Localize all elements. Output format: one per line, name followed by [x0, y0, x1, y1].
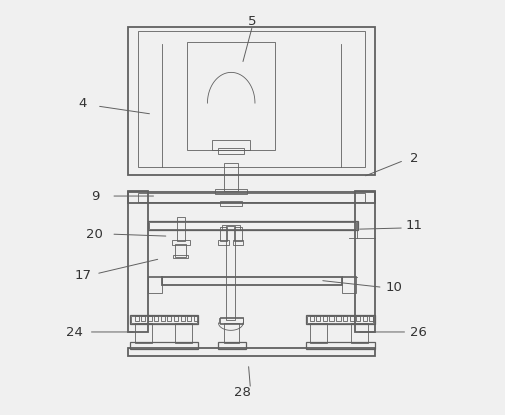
Bar: [222, 225, 240, 230]
Bar: [148, 276, 163, 293]
Bar: [130, 342, 198, 349]
Text: 4: 4: [78, 97, 87, 110]
Text: 20: 20: [86, 227, 104, 241]
Bar: [149, 222, 356, 229]
Bar: [218, 240, 229, 245]
Bar: [343, 315, 347, 320]
Bar: [233, 240, 243, 245]
Text: 9: 9: [91, 190, 99, 203]
Bar: [128, 192, 375, 203]
Bar: [167, 315, 171, 320]
Bar: [128, 347, 375, 356]
Bar: [220, 317, 243, 324]
Bar: [128, 191, 148, 332]
Text: 10: 10: [385, 281, 402, 294]
Bar: [131, 316, 197, 323]
Bar: [310, 315, 314, 320]
Text: 24: 24: [66, 326, 83, 339]
Bar: [224, 323, 238, 344]
Bar: [220, 227, 227, 241]
Text: 2: 2: [410, 152, 419, 165]
Bar: [220, 201, 242, 206]
Bar: [187, 315, 191, 320]
Bar: [218, 342, 245, 349]
Bar: [307, 316, 373, 323]
Bar: [329, 315, 334, 320]
Bar: [234, 227, 242, 241]
Bar: [138, 193, 365, 202]
Bar: [212, 140, 250, 150]
Bar: [316, 315, 321, 320]
Bar: [351, 323, 368, 343]
Text: 17: 17: [74, 269, 91, 281]
Bar: [181, 315, 185, 320]
Bar: [310, 323, 327, 343]
Bar: [162, 277, 342, 285]
Bar: [215, 190, 247, 194]
Bar: [177, 217, 185, 241]
Bar: [194, 315, 198, 320]
Bar: [175, 244, 186, 256]
Bar: [172, 240, 190, 245]
Text: 11: 11: [406, 220, 423, 232]
Bar: [130, 315, 198, 324]
Bar: [356, 315, 360, 320]
Bar: [148, 315, 152, 320]
Bar: [342, 276, 356, 293]
Bar: [134, 315, 139, 320]
Bar: [219, 318, 243, 323]
Bar: [306, 315, 375, 324]
Bar: [369, 315, 373, 320]
Text: 26: 26: [410, 326, 427, 339]
Bar: [148, 221, 358, 230]
Bar: [173, 255, 188, 258]
Bar: [154, 315, 159, 320]
Bar: [175, 323, 192, 343]
Bar: [138, 32, 365, 166]
Bar: [174, 315, 178, 320]
Bar: [323, 315, 327, 320]
Bar: [187, 42, 275, 150]
Bar: [226, 226, 235, 320]
Bar: [128, 27, 375, 175]
Bar: [141, 315, 145, 320]
Bar: [134, 323, 152, 343]
Text: 5: 5: [248, 15, 257, 28]
Bar: [306, 342, 375, 349]
Bar: [349, 315, 354, 320]
Bar: [355, 191, 375, 332]
Bar: [224, 163, 238, 191]
Bar: [161, 315, 165, 320]
Text: 28: 28: [234, 386, 250, 399]
Bar: [218, 148, 244, 154]
Bar: [363, 315, 367, 320]
Bar: [336, 315, 340, 320]
